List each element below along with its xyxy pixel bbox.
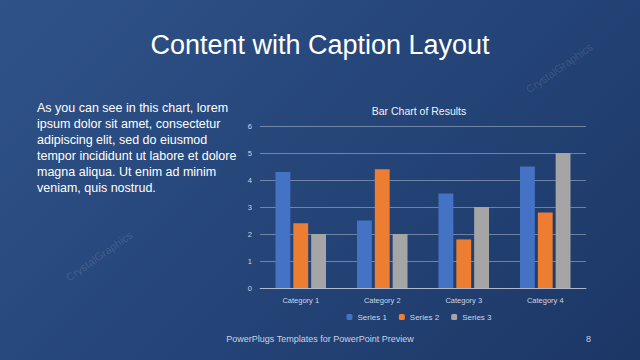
html-text:8: 8 [586, 334, 591, 344]
html-text:CrystalGraphics: CrystalGraphics [523, 40, 595, 96]
svg-text:6: 6 [248, 122, 252, 131]
svg-text:Category 1: Category 1 [282, 296, 319, 305]
svg-text:2: 2 [248, 230, 252, 239]
svg-text:Category 4: Category 4 [527, 296, 564, 305]
svg-text:Series 2: Series 2 [410, 313, 440, 322]
html-text:Content with Caption Layout: Content with Caption Layout [150, 30, 490, 60]
svg-text:0: 0 [248, 284, 252, 293]
svg-text:4: 4 [248, 176, 252, 185]
svg-text:3: 3 [248, 203, 252, 212]
svg-text:Series 3: Series 3 [462, 313, 492, 322]
svg-text:Category 3: Category 3 [445, 296, 482, 305]
svg-text:Category 2: Category 2 [364, 296, 401, 305]
svg-text:1: 1 [248, 257, 252, 266]
svg-text:Bar Chart of Results: Bar Chart of Results [372, 105, 467, 117]
html-text:CrystalGraphics: CrystalGraphics [63, 228, 135, 284]
html-text:As you can see in this chart,: As you can see in this chart, lorem ipsu… [37, 101, 237, 195]
html-text:PowerPlugs Templates for Power: PowerPlugs Templates for PowerPoint Prev… [226, 334, 414, 344]
svg-text:Series 1: Series 1 [357, 313, 387, 322]
svg-text:5: 5 [248, 149, 252, 158]
